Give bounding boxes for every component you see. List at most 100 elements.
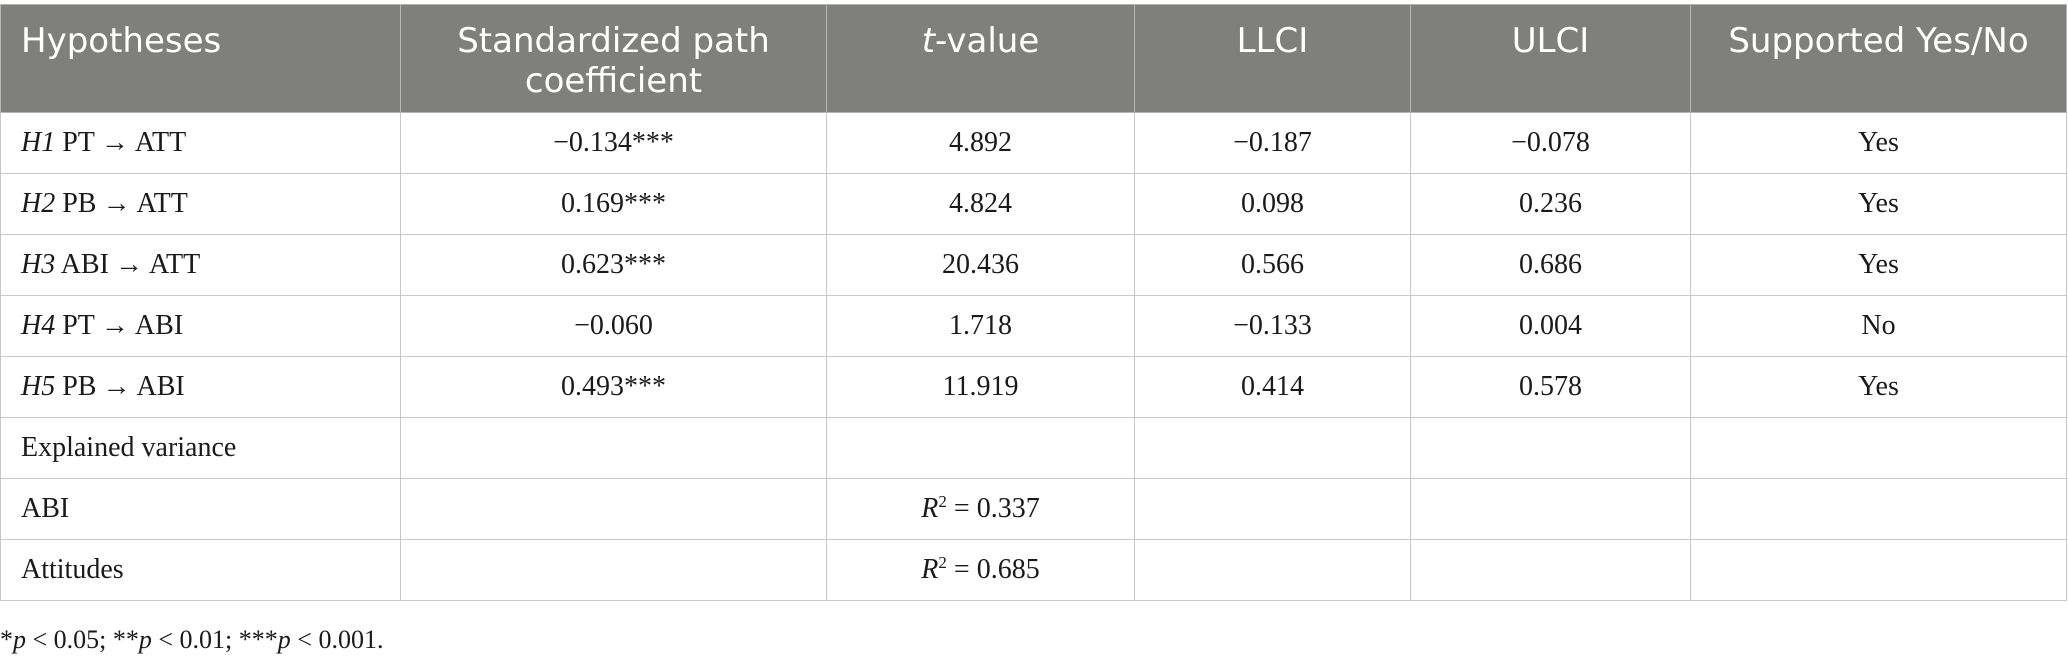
hypothesis-from: ABI [60,249,109,280]
table-row-explained-variance: Explained variance [0,417,2067,479]
r-value: = 0.337 [946,493,1040,524]
llci-cell: −0.133 [1134,295,1411,357]
coef-cell: −0.134*** [400,112,827,174]
ulci-cell: 0.004 [1410,295,1691,357]
table-row-h3: H3 ABI → ATT 0.623*** 20.436 0.566 0.686 Y… [0,234,2067,296]
hypothesis-to: ABI [134,310,184,341]
hypothesis-id: H4 [21,310,56,341]
hypothesis-to: ATT [134,127,187,158]
r-exponent: 2 [938,553,947,572]
hypothesis-cell: H4 PT → ABI [0,295,401,357]
header-hypotheses: Hypotheses [0,4,401,113]
table-row-h2: H2 PB → ATT 0.169*** 4.824 0.098 0.236 Yes [0,173,2067,235]
llci-cell: −0.187 [1134,112,1411,174]
empty-cell [1410,539,1691,601]
hypothesis-to: ATT [136,188,188,219]
llci-cell: 0.566 [1134,234,1411,296]
empty-cell [400,417,827,479]
empty-cell [1690,539,2067,601]
hypothesis-from: PT [62,310,95,341]
t-value-cell: 11.919 [826,356,1135,418]
arrow-icon: → [100,127,129,158]
results-table: Hypotheses Standardized path coefficient… [0,4,2067,601]
hypothesis-from: PB [62,371,97,402]
footnote-p: p [138,625,152,654]
footnote-p: p [13,625,26,654]
table-row-attitudes: Attitudes R2 = 0.685 [0,539,2067,601]
coef-cell: 0.493*** [400,356,827,418]
hypothesis-from: PB [62,188,97,219]
footnote-star: * [0,625,13,654]
variance-row-label: Attitudes [0,539,401,601]
significance-footnote: *p < 0.05; **p < 0.01; ***p < 0.001. [0,625,383,655]
empty-cell [400,539,827,601]
r-symbol: R [921,493,939,524]
header-row: Hypotheses Standardized path coefficient… [0,4,2067,113]
header-t-italic: t [921,21,936,61]
arrow-icon: → [102,371,131,402]
footnote-text: < 0.05; ** [26,625,139,654]
hypothesis-id: H2 [21,188,56,219]
t-value-cell: 4.892 [826,112,1135,174]
r-value: = 0.685 [946,554,1040,585]
empty-cell [400,478,827,540]
explained-variance-label: Explained variance [0,417,401,479]
coef-cell: 0.169*** [400,173,827,235]
hypothesis-id: H5 [21,371,56,402]
t-value-cell: 4.824 [826,173,1135,235]
hypothesis-from: PT [62,127,95,158]
empty-cell [1690,417,2067,479]
arrow-icon: → [102,188,131,219]
hypothesis-cell: H5 PB → ABI [0,356,401,418]
table-row-abi: ABI R2 = 0.337 [0,478,2067,540]
footnote-text: < 0.01; *** [151,625,278,654]
ulci-cell: −0.078 [1410,112,1691,174]
arrow-icon: → [100,310,129,341]
header-ulci: ULCI [1410,4,1691,113]
footnote-p: p [277,625,291,654]
footnote-text: < 0.001. [290,625,384,654]
t-value-cell: 20.436 [826,234,1135,296]
hypothesis-to: ATT [148,249,201,280]
ulci-cell: 0.578 [1410,356,1691,418]
empty-cell [1134,539,1411,601]
supported-cell: Yes [1690,112,2067,174]
empty-cell [1134,478,1411,540]
hypothesis-cell: H1 PT → ATT [0,112,401,174]
supported-cell: Yes [1690,234,2067,296]
supported-cell: Yes [1690,356,2067,418]
coef-cell: −0.060 [400,295,827,357]
empty-cell [826,417,1135,479]
hypothesis-cell: H2 PB → ATT [0,173,401,235]
variance-row-label: ABI [0,478,401,540]
hypothesis-cell: H3 ABI → ATT [0,234,401,296]
empty-cell [1690,478,2067,540]
table-row-h1: H1 PT → ATT −0.134*** 4.892 −0.187 −0.078 … [0,112,2067,174]
t-value-cell: 1.718 [826,295,1135,357]
empty-cell [1134,417,1411,479]
table-row-h4: H4 PT → ABI −0.060 1.718 −0.133 0.004 No [0,295,2067,357]
r-symbol: R [921,554,939,585]
arrow-icon: → [114,249,143,280]
header-supported: Supported Yes/No [1690,4,2067,113]
hypothesis-id: H1 [21,127,56,158]
r-squared-cell: R2 = 0.337 [826,478,1135,540]
hypothesis-id: H3 [21,249,56,280]
table-row-h5: H5 PB → ABI 0.493*** 11.919 0.414 0.578 Ye… [0,356,2067,418]
header-t-rest: -value [935,21,1040,61]
llci-cell: 0.098 [1134,173,1411,235]
empty-cell [1410,417,1691,479]
r-exponent: 2 [938,492,947,511]
header-llci: LLCI [1134,4,1411,113]
header-path-coefficient: Standardized path coefficient [400,4,827,113]
coef-cell: 0.623*** [400,234,827,296]
ulci-cell: 0.236 [1410,173,1691,235]
header-t-value: t-value [826,4,1135,113]
supported-cell: Yes [1690,173,2067,235]
ulci-cell: 0.686 [1410,234,1691,296]
llci-cell: 0.414 [1134,356,1411,418]
supported-cell: No [1690,295,2067,357]
r-squared-cell: R2 = 0.685 [826,539,1135,601]
empty-cell [1410,478,1691,540]
hypothesis-to: ABI [136,371,185,402]
